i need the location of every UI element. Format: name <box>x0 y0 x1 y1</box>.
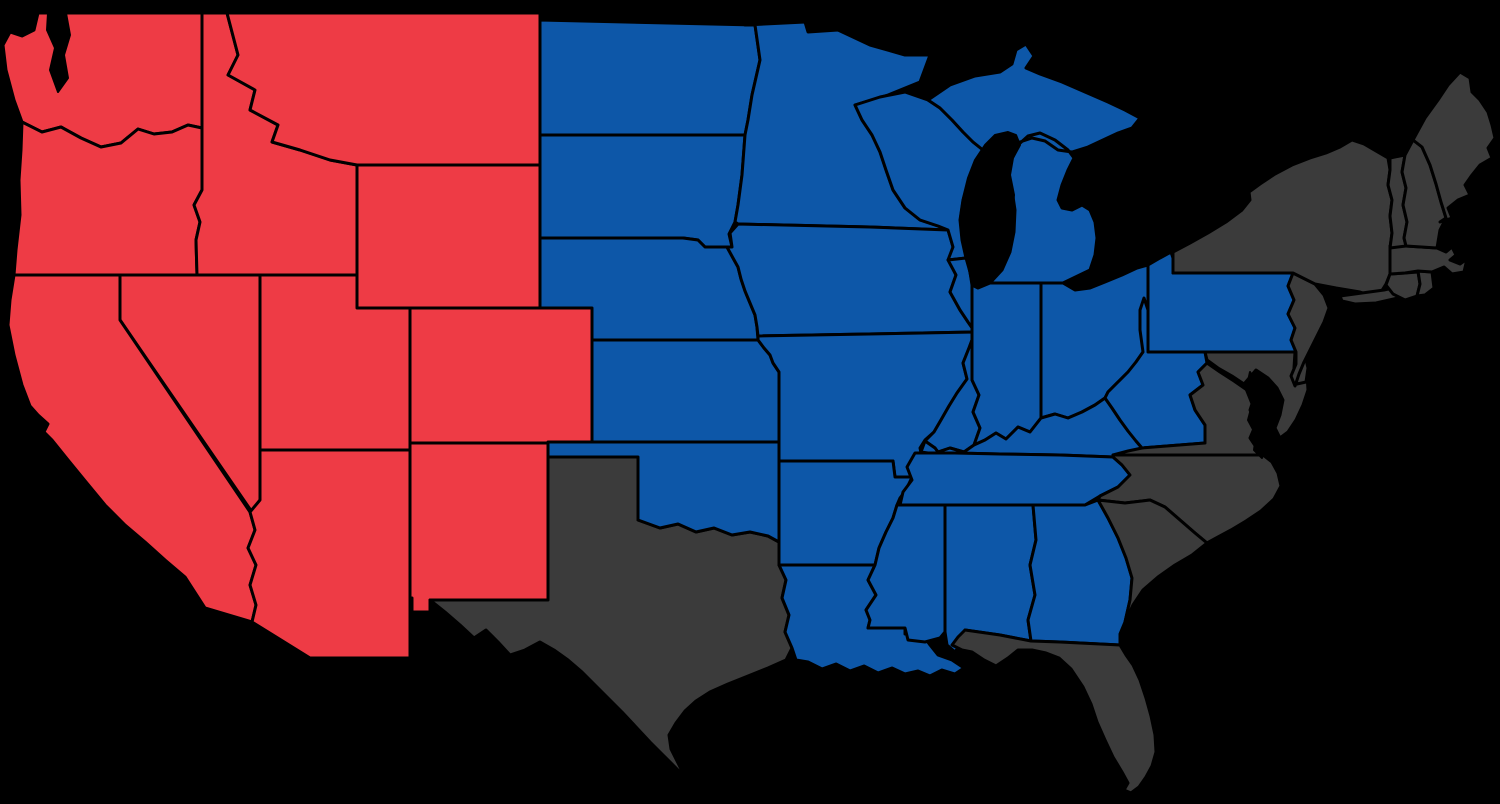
chesapeake-bay-water <box>1245 371 1267 459</box>
state-az[interactable] <box>246 448 412 660</box>
state-ny[interactable] <box>1171 138 1394 298</box>
lake-michigan-water <box>959 131 1021 286</box>
state-me[interactable] <box>1411 70 1497 224</box>
state-ms[interactable] <box>864 503 947 644</box>
puget-sound-water <box>46 12 71 93</box>
state-va[interactable] <box>1111 361 1265 457</box>
state-ks[interactable] <box>590 338 781 444</box>
state-al[interactable] <box>943 503 1038 654</box>
state-nd[interactable] <box>538 18 762 137</box>
state-mt[interactable] <box>225 11 542 167</box>
state-co[interactable] <box>408 306 594 445</box>
state-sc[interactable] <box>1096 498 1209 624</box>
state-nm[interactable] <box>408 441 550 614</box>
state-or[interactable] <box>12 120 204 277</box>
state-ma[interactable] <box>1388 244 1469 276</box>
state-wy[interactable] <box>355 163 542 310</box>
state-in[interactable] <box>970 281 1043 447</box>
state-ok[interactable] <box>546 440 781 544</box>
state-ri[interactable] <box>1415 269 1436 298</box>
state-nj[interactable] <box>1286 271 1331 388</box>
state-sd[interactable] <box>538 133 747 249</box>
state-ia[interactable] <box>725 222 977 338</box>
state-tn[interactable] <box>898 451 1132 507</box>
state-fl[interactable] <box>950 628 1158 795</box>
green-bay-water <box>977 149 1001 199</box>
